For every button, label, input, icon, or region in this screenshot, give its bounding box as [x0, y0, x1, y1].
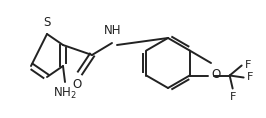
Text: F: F: [245, 59, 251, 70]
Text: NH: NH: [104, 24, 122, 37]
Text: O: O: [212, 68, 221, 81]
Text: O: O: [72, 78, 82, 91]
Text: F: F: [230, 91, 236, 101]
Text: F: F: [247, 72, 253, 82]
Text: NH$_2$: NH$_2$: [53, 86, 77, 101]
Text: S: S: [43, 16, 51, 29]
